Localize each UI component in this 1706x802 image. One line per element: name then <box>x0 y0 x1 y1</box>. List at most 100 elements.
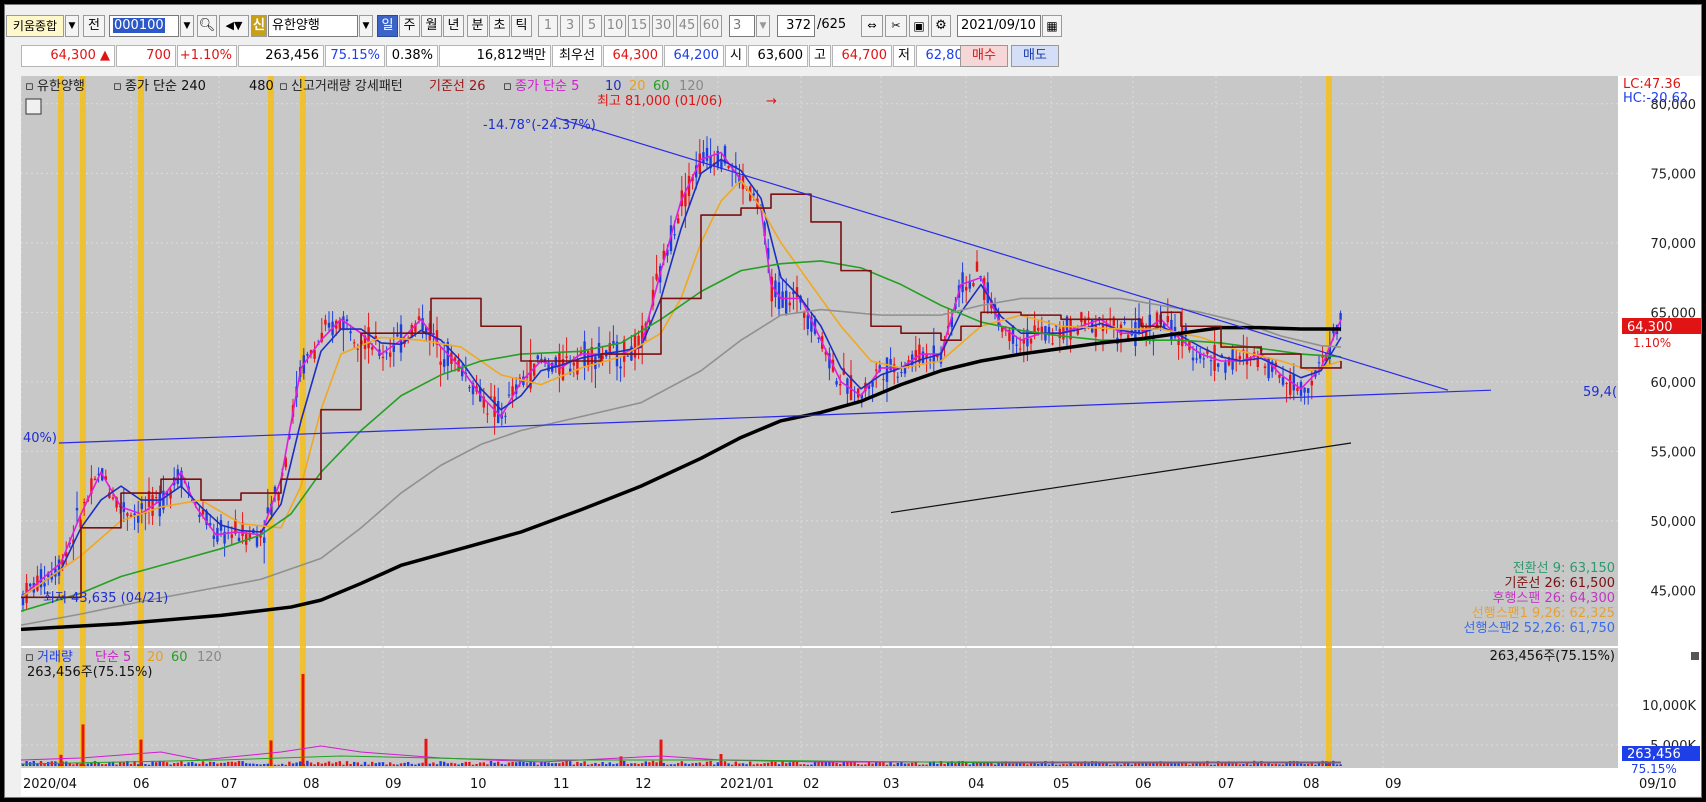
volume-bar <box>90 762 93 766</box>
volume-bar <box>21 763 25 766</box>
volume-bar <box>752 764 755 766</box>
period-second[interactable]: 초 <box>489 15 510 37</box>
multiplier-dropdown-icon[interactable]: ▼ <box>756 15 770 37</box>
volume-bar <box>1008 763 1011 766</box>
prev-button[interactable]: 전 <box>83 15 105 37</box>
scissors-icon[interactable]: ✂ <box>885 15 907 37</box>
volume-bar <box>169 764 172 766</box>
volume-bar <box>1274 763 1277 766</box>
buy-button[interactable]: 매수 <box>960 45 1008 67</box>
candle-body <box>137 514 140 523</box>
vol-close-icon[interactable] <box>1691 652 1699 660</box>
volume-bar <box>795 761 799 766</box>
volume-bar <box>878 761 881 766</box>
candle-body <box>720 160 723 170</box>
arrows-icon[interactable]: ⇔ <box>861 15 883 37</box>
code-dropdown-icon[interactable]: ▼ <box>180 15 194 37</box>
candle-body <box>57 559 61 576</box>
interval-3[interactable]: 3 <box>560 15 580 37</box>
volume-bar <box>875 762 878 766</box>
grid-toggle-icon[interactable] <box>25 98 42 115</box>
candle-body <box>587 351 590 368</box>
candle-body <box>21 594 25 606</box>
price-axis-label: 80,000 <box>1651 98 1697 113</box>
interval-60[interactable]: 60 <box>700 15 722 37</box>
candle-body <box>65 552 68 557</box>
volume-bar <box>738 763 741 766</box>
volume-bar <box>655 762 658 766</box>
date-axis-label: 08 <box>1303 777 1320 792</box>
volume-bar <box>1087 762 1090 766</box>
volume-bar <box>803 764 806 766</box>
quote-bar: 64,300 ▲ 700 +1.10% 263,456 75.15% 0.38%… <box>5 43 1703 69</box>
volume-bar <box>1296 761 1299 766</box>
search-icon[interactable]: 🔍︎ <box>197 15 217 37</box>
candle-body <box>1029 338 1033 344</box>
volume-bar <box>828 761 831 766</box>
stock-name-field[interactable]: 유한양행 <box>268 15 358 37</box>
sound-icon[interactable]: ◀▼ <box>219 15 249 37</box>
candle-body <box>1055 325 1058 327</box>
volume-spike <box>301 674 305 766</box>
volume-bar <box>356 762 359 766</box>
volume-bar <box>201 761 205 766</box>
price-tag-pct: 1.10% <box>1633 336 1671 350</box>
candle-body <box>1087 317 1090 319</box>
candle-body <box>576 359 579 375</box>
candle-body <box>129 515 133 517</box>
volume-bar <box>648 762 651 766</box>
candle-body <box>93 478 97 481</box>
screen-dropdown-icon[interactable]: ▼ <box>65 15 79 37</box>
candle-body <box>371 347 374 350</box>
period-day[interactable]: 일 <box>377 15 398 37</box>
candle-body <box>237 537 241 542</box>
screen-label[interactable]: 키움종합 <box>6 15 64 37</box>
volume-bar <box>1339 764 1342 766</box>
gear-icon[interactable]: ⚙ <box>931 15 951 37</box>
interval-15[interactable]: 15 <box>628 15 650 37</box>
volume-bar <box>817 762 820 766</box>
ichimoku-3: 선행스팬1 9,26: 62,325 <box>1472 605 1615 621</box>
candle-body <box>234 519 237 534</box>
interval-45[interactable]: 45 <box>676 15 698 37</box>
volume-bar <box>1065 764 1069 766</box>
multiplier-input[interactable]: 3 <box>729 15 755 37</box>
volume-bar <box>335 762 338 766</box>
quote-ask: 64,300 <box>603 45 663 67</box>
period-month[interactable]: 월 <box>421 15 442 37</box>
volume-bar <box>572 764 575 766</box>
period-week[interactable]: 주 <box>399 15 420 37</box>
volume-bar <box>1040 761 1043 766</box>
volume-bar <box>381 762 385 766</box>
interval-30[interactable]: 30 <box>652 15 674 37</box>
volume-bar <box>954 763 957 766</box>
candle-body <box>1001 327 1004 332</box>
vol-tag-pct: 75.15% <box>1631 762 1677 776</box>
date-axis-label: 07 <box>221 777 238 792</box>
volume-bar <box>1256 761 1259 766</box>
stock-chart[interactable]: 80,000 75,000 70,000 65,000 60,000 55,000 50,0… <box>21 76 1701 796</box>
candle-body <box>342 316 345 331</box>
volume-bar <box>1177 761 1180 766</box>
volume-bar <box>1119 764 1123 766</box>
interval-5[interactable]: 5 <box>582 15 602 37</box>
count-input[interactable]: 372 <box>777 15 815 37</box>
candle-body <box>72 539 75 544</box>
period-tick[interactable]: 틱 <box>511 15 532 37</box>
save-icon[interactable]: ▣ <box>909 15 929 37</box>
stock-dropdown-icon[interactable]: ▼ <box>359 15 373 37</box>
volume-bar <box>705 761 709 766</box>
candle-body <box>763 222 766 237</box>
volume-bar <box>198 763 201 766</box>
period-year[interactable]: 년 <box>443 15 464 37</box>
sell-button[interactable]: 매도 <box>1011 45 1059 67</box>
interval-1[interactable]: 1 <box>538 15 558 37</box>
code-input[interactable]: 000100 <box>109 15 179 37</box>
date-input[interactable]: 2021/09/10 <box>957 15 1041 37</box>
volume-bar <box>943 763 946 766</box>
interval-10[interactable]: 10 <box>604 15 626 37</box>
period-minute[interactable]: 분 <box>467 15 488 37</box>
volume-bar <box>1245 762 1249 766</box>
candle-body <box>1206 349 1209 354</box>
calendar-icon[interactable]: ▦ <box>1042 15 1062 37</box>
